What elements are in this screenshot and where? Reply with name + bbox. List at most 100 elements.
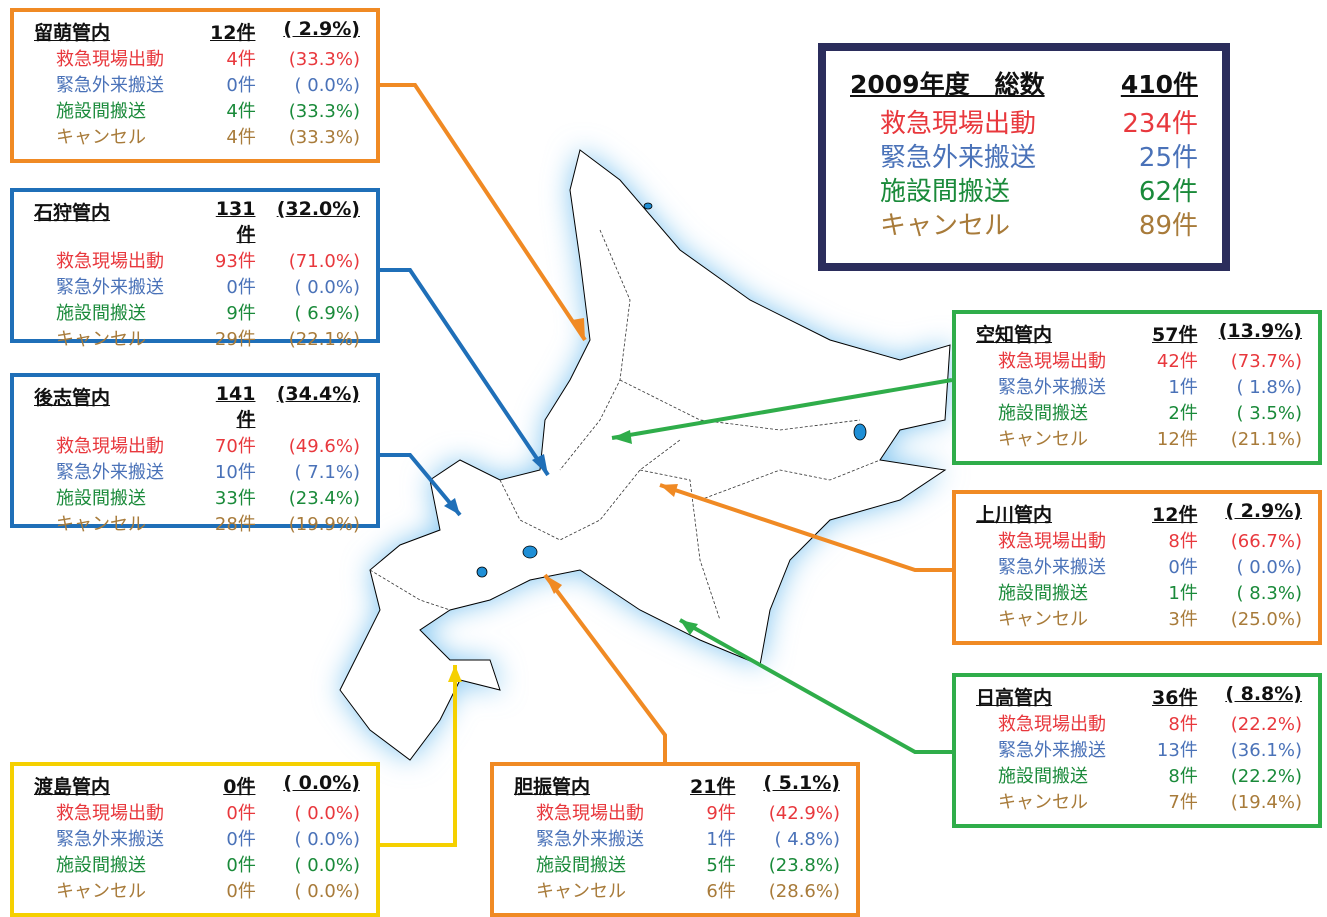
region-row: キャンセル 28件 (19.9%) xyxy=(34,512,360,538)
row-label: 緊急外来搬送 xyxy=(998,740,1106,761)
summary-label: 救急現場出動 xyxy=(880,109,1037,139)
row-count: 7件 xyxy=(1168,792,1198,813)
region-row: 緊急外来搬送 0件 ( 0.0%) xyxy=(34,275,360,301)
row-label: キャンセル xyxy=(998,429,1088,450)
region-box: 胆振管内 21件 ( 5.1%) 救急現場出動 9件 (42.9%) 緊急外来搬送 1件 ( 4… xyxy=(490,762,860,917)
summary-item: キャンセル 89件 xyxy=(850,209,1198,243)
summary-label: 緊急外来搬送 xyxy=(880,143,1037,173)
row-count: 9件 xyxy=(706,803,736,824)
row-pct: (28.6%) xyxy=(768,881,840,902)
region-row: 救急現場出動 42件 (73.7%) xyxy=(976,349,1302,375)
row-label: 施設間搬送 xyxy=(536,855,626,876)
region-pct: ( 2.9%) xyxy=(1225,500,1302,522)
region-row: 施設間搬送 0件 ( 0.0%) xyxy=(34,853,360,879)
row-pct: ( 4.8%) xyxy=(774,829,841,850)
row-pct: (49.6%) xyxy=(288,436,360,457)
region-row: 救急現場出動 8件 (66.7%) xyxy=(976,529,1302,555)
row-label: 緊急外来搬送 xyxy=(56,277,164,298)
arrow-heads xyxy=(444,318,698,682)
row-pct: (33.3%) xyxy=(288,101,360,122)
summary-label: 施設間搬送 xyxy=(880,177,1011,207)
row-label: 救急現場出動 xyxy=(56,49,164,70)
region-count: 12件 xyxy=(210,22,256,44)
row-pct: (22.1%) xyxy=(288,329,360,350)
row-count: 1件 xyxy=(1168,583,1198,604)
region-count: 36件 xyxy=(1152,687,1198,709)
row-label: キャンセル xyxy=(998,609,1088,630)
row-count: 8件 xyxy=(1168,531,1198,552)
row-pct: ( 0.0%) xyxy=(294,855,361,876)
region-box: 石狩管内 131件 (32.0%) 救急現場出動 93件 (71.0%) 緊急外来搬送 0件 (… xyxy=(10,188,380,350)
region-row: キャンセル 29件 (22.1%) xyxy=(34,327,360,353)
row-count: 8件 xyxy=(1168,714,1198,735)
summary-box: 2009年度 総数 410件 救急現場出動 234件 緊急外来搬送 25件 施設間搬送 62… xyxy=(818,43,1230,271)
region-header: 胆振管内 21件 ( 5.1%) xyxy=(514,772,840,799)
row-label: 施設間搬送 xyxy=(56,488,146,509)
summary-value: 25件 xyxy=(1138,143,1198,173)
region-row: 救急現場出動 8件 (22.2%) xyxy=(976,712,1302,738)
summary-value: 234件 xyxy=(1122,109,1198,139)
region-count: 12件 xyxy=(1152,504,1198,526)
region-pct: ( 8.8%) xyxy=(1225,683,1302,705)
row-count: 29件 xyxy=(214,329,256,350)
row-count: 28件 xyxy=(214,514,256,535)
region-name: 石狩管内 xyxy=(34,202,111,224)
row-label: 緊急外来搬送 xyxy=(56,462,164,483)
region-row: 緊急外来搬送 13件 (36.1%) xyxy=(976,738,1302,764)
region-box: 日高管内 36件 ( 8.8%) 救急現場出動 8件 (22.2%) 緊急外来搬送 13件 (3… xyxy=(952,673,1322,828)
row-label: 施設間搬送 xyxy=(56,303,146,324)
row-label: キャンセル xyxy=(56,881,146,902)
row-label: 緊急外来搬送 xyxy=(56,829,164,850)
region-row: 施設間搬送 1件 ( 8.3%) xyxy=(976,581,1302,607)
region-row: 緊急外来搬送 1件 ( 1.8%) xyxy=(976,375,1302,401)
row-pct: ( 8.3%) xyxy=(1236,583,1303,604)
row-count: 3件 xyxy=(1168,609,1198,630)
row-count: 1件 xyxy=(706,829,736,850)
arrows xyxy=(380,83,953,847)
region-name: 日高管内 xyxy=(976,687,1053,709)
region-box: 空知管内 57件 (13.9%) 救急現場出動 42件 (73.7%) 緊急外来搬送 1件 ( … xyxy=(952,310,1322,465)
row-label: 救急現場出動 xyxy=(536,803,644,824)
row-label: キャンセル xyxy=(56,329,146,350)
row-count: 42件 xyxy=(1156,351,1198,372)
region-pct: ( 5.1%) xyxy=(763,772,840,794)
region-box: 後志管内 141件 (34.4%) 救急現場出動 70件 (49.6%) 緊急外来搬送 10件… xyxy=(10,373,380,535)
hokkaido xyxy=(339,149,951,761)
row-count: 10件 xyxy=(214,462,256,483)
summary-label: キャンセル xyxy=(880,211,1011,241)
region-name: 上川管内 xyxy=(976,504,1053,526)
row-pct: ( 3.5%) xyxy=(1236,403,1303,424)
region-header: 後志管内 141件 (34.4%) xyxy=(34,383,360,432)
region-count: 141件 xyxy=(215,383,256,431)
region-name: 胆振管内 xyxy=(514,776,591,798)
row-count: 8件 xyxy=(1168,766,1198,787)
row-label: 救急現場出動 xyxy=(998,714,1106,735)
row-pct: (36.1%) xyxy=(1230,740,1302,761)
row-pct: (73.7%) xyxy=(1230,351,1302,372)
summary-value: 89件 xyxy=(1138,211,1198,241)
row-pct: (23.4%) xyxy=(288,488,360,509)
region-row: キャンセル 0件 ( 0.0%) xyxy=(34,879,360,905)
region-row: 緊急外来搬送 0件 ( 0.0%) xyxy=(34,73,360,99)
row-count: 2件 xyxy=(1168,403,1198,424)
row-label: 救急現場出動 xyxy=(56,251,164,272)
region-pct: ( 0.0%) xyxy=(283,772,360,794)
row-label: 施設間搬送 xyxy=(998,403,1088,424)
row-pct: ( 0.0%) xyxy=(294,277,361,298)
row-pct: (22.2%) xyxy=(1230,766,1302,787)
borders xyxy=(369,229,881,621)
row-pct: ( 0.0%) xyxy=(1236,557,1303,578)
region-count: 131件 xyxy=(215,198,256,246)
row-label: キャンセル xyxy=(56,514,146,535)
row-count: 93件 xyxy=(214,251,256,272)
lakes xyxy=(476,202,867,578)
row-pct: (42.9%) xyxy=(768,803,840,824)
row-pct: ( 0.0%) xyxy=(294,881,361,902)
row-label: 緊急外来搬送 xyxy=(536,829,644,850)
row-count: 9件 xyxy=(226,303,256,324)
row-pct: (22.2%) xyxy=(1230,714,1302,735)
region-name: 空知管内 xyxy=(976,324,1053,346)
row-pct: (21.1%) xyxy=(1230,429,1302,450)
row-count: 4件 xyxy=(226,127,256,148)
